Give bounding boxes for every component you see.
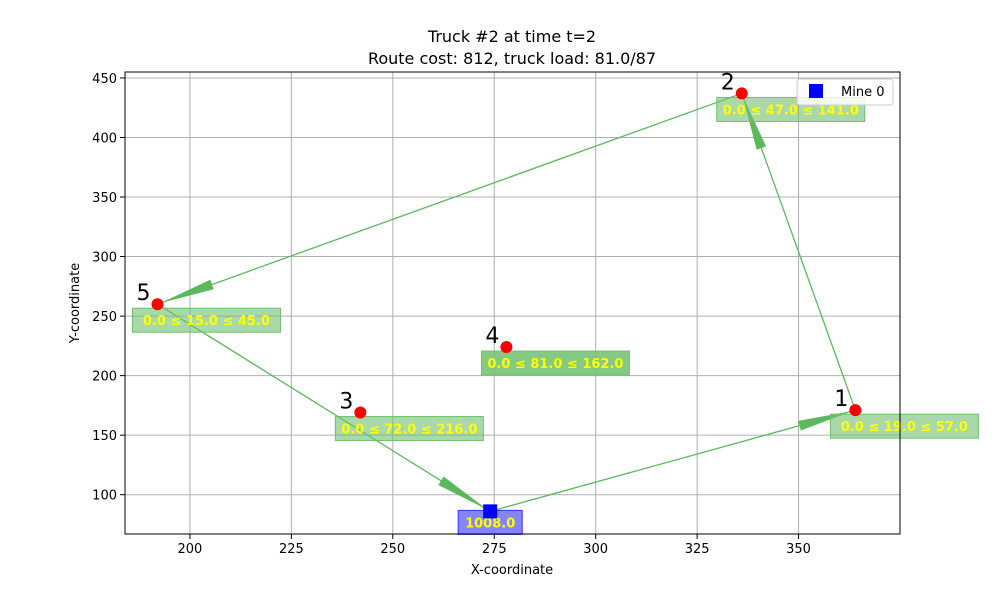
x-tick-label: 250 <box>380 542 405 557</box>
x-tick-label: 225 <box>279 542 304 557</box>
node-id-label: 1 <box>834 387 848 412</box>
mine-capacity-box <box>457 509 523 535</box>
y-tick-label: 350 <box>92 191 117 206</box>
y-tick-label: 100 <box>92 489 117 504</box>
node-demand-box <box>131 307 281 333</box>
mine-capacity-label: 1008.0 <box>465 516 515 531</box>
node-point <box>500 341 513 354</box>
route-edge <box>490 409 856 513</box>
route-edge <box>157 92 742 305</box>
node-point <box>354 406 367 419</box>
node-demand-box <box>334 416 484 442</box>
y-axis-title: Y-coordinate <box>68 263 83 344</box>
node-point <box>151 298 164 311</box>
node-demand-label: 0.0 ≤ 47.0 ≤ 141.0 <box>723 103 859 118</box>
legend: Mine 0 <box>796 78 894 106</box>
route-arrowhead <box>438 476 488 510</box>
mine-marker <box>483 504 498 519</box>
demand-boxes: 0.0 ≤ 19.0 ≤ 57.0 0.0 ≤ 47.0 ≤ 141.0 0.0 ≤… <box>131 96 979 535</box>
grid <box>125 72 900 534</box>
route-arrowhead <box>160 279 214 304</box>
node-demand-label: 0.0 ≤ 81.0 ≤ 162.0 <box>487 357 623 372</box>
chart-title-line2: Route cost: 812, truck load: 81.0/87 <box>368 49 656 68</box>
chart-title-line1: Truck #2 at time t=2 <box>427 27 596 46</box>
node-demand-box <box>829 413 979 439</box>
y-tick-label: 400 <box>92 131 117 146</box>
x-tick-label: 325 <box>685 542 710 557</box>
legend-marker-mine <box>809 84 823 98</box>
axis-ticks: 200 225 250 275 300 325 3501001502002503003504… <box>92 72 811 557</box>
x-tick-label: 275 <box>482 542 507 557</box>
node-demand-label: 0.0 ≤ 15.0 ≤ 45.0 <box>143 314 270 329</box>
node-point <box>849 404 862 417</box>
node-id-label: 2 <box>721 70 735 95</box>
node-demand-label: 0.0 ≤ 19.0 ≤ 57.0 <box>841 420 968 435</box>
x-tick-label: 300 <box>583 542 608 557</box>
node-id-label: 5 <box>136 281 150 306</box>
y-tick-label: 150 <box>92 429 117 444</box>
x-axis-title: X-coordinate <box>471 563 553 578</box>
x-tick-label: 200 <box>178 542 203 557</box>
route-edge <box>157 303 491 512</box>
y-tick-label: 450 <box>92 72 117 87</box>
route-edges <box>157 92 856 513</box>
route-points: 1 2 3 4 5 <box>136 70 862 519</box>
node-demand-box <box>480 350 630 376</box>
y-tick-label: 300 <box>92 251 117 266</box>
node-id-label: 4 <box>485 324 499 349</box>
y-tick-label: 250 <box>92 310 117 325</box>
node-id-label: 3 <box>339 390 353 415</box>
node-demand-label: 0.0 ≤ 72.0 ≤ 216.0 <box>341 423 477 438</box>
node-point <box>735 87 748 100</box>
x-tick-label: 350 <box>786 542 811 557</box>
legend-label-mine: Mine 0 <box>841 85 884 100</box>
y-tick-label: 200 <box>92 370 117 385</box>
plot-frame <box>124 71 901 535</box>
